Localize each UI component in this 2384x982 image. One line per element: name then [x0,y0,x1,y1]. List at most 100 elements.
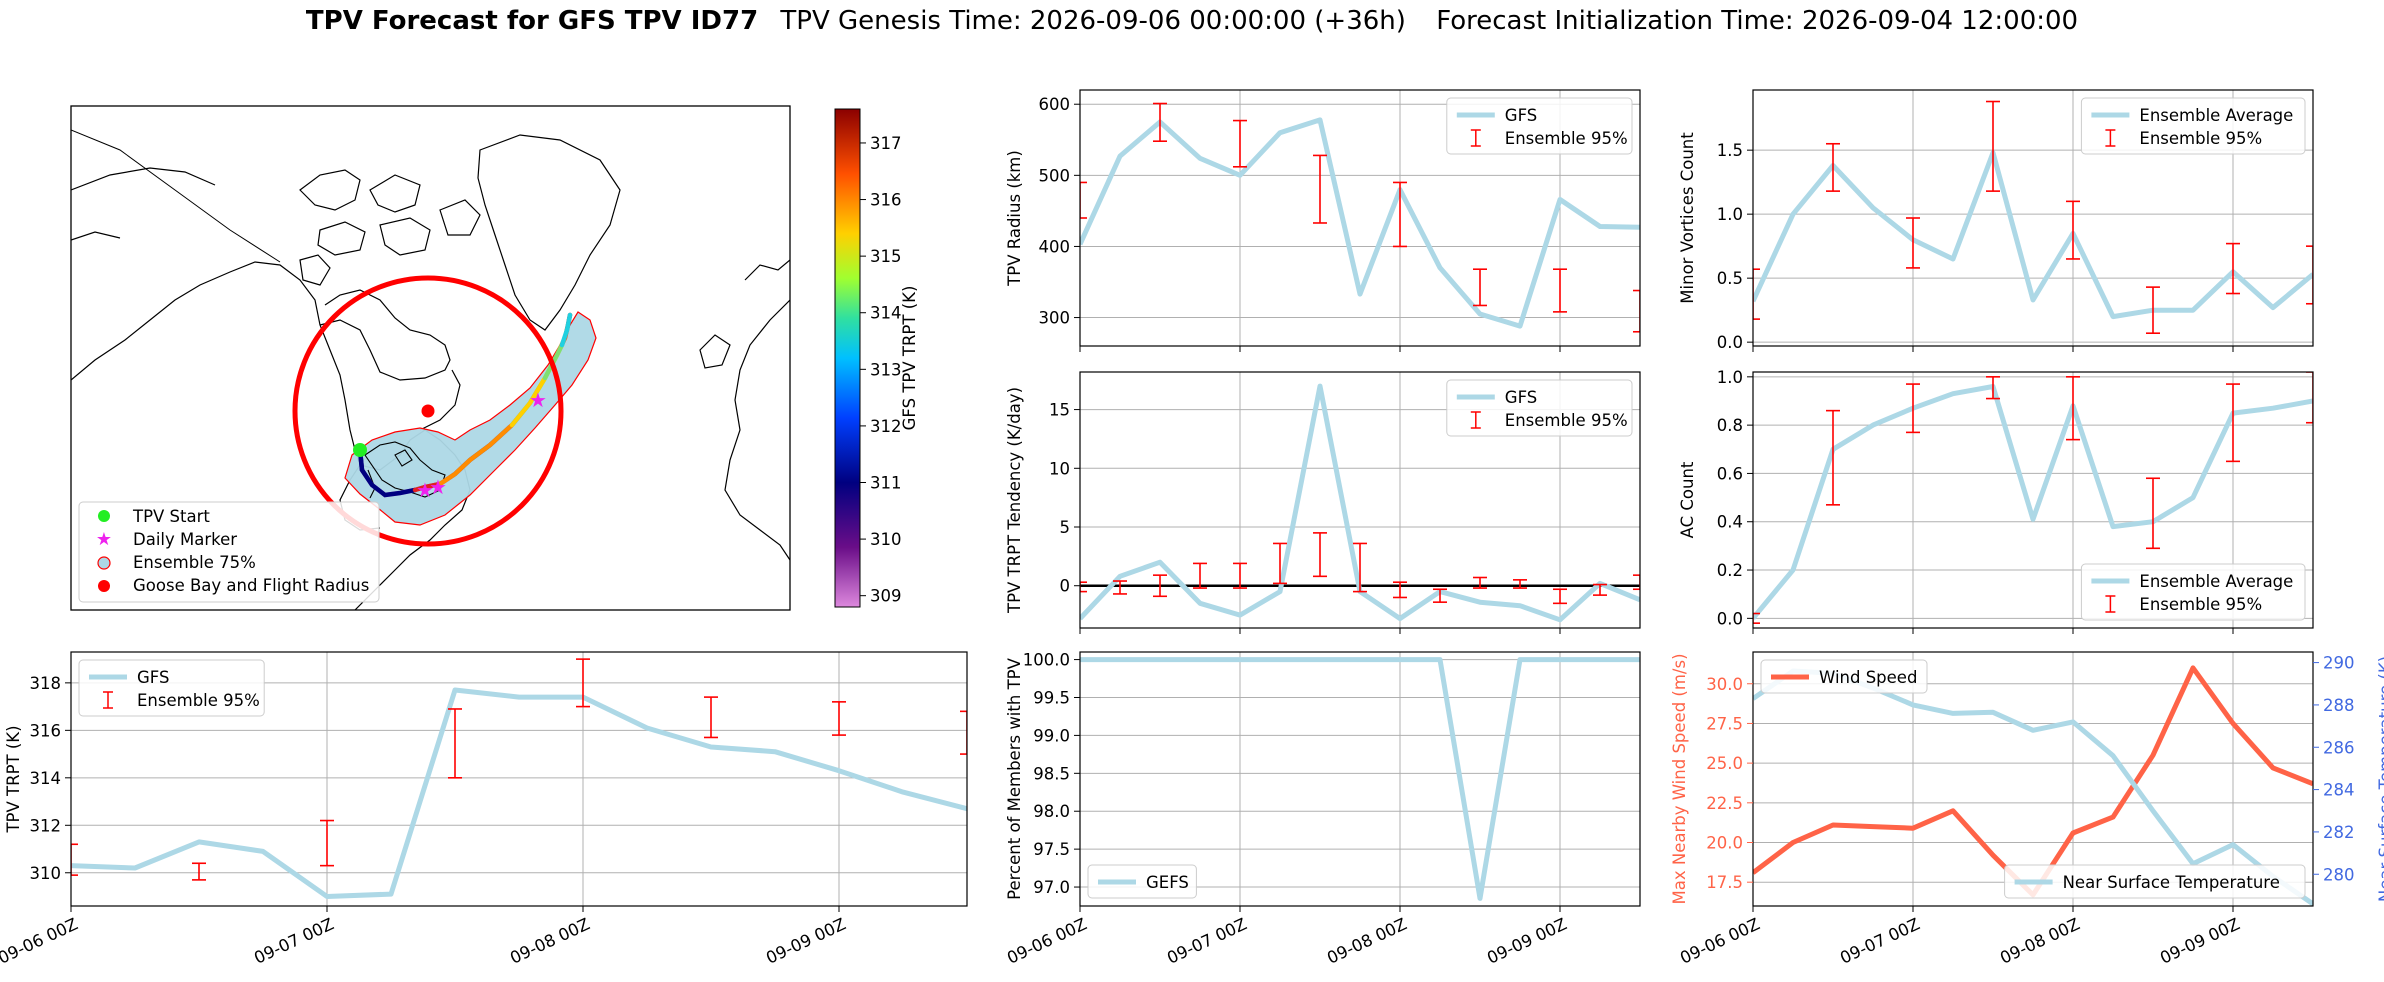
legend-label: GFS [137,668,169,687]
errorbar [1273,542,1287,585]
colorbar-tick-label: 314 [870,304,902,323]
coastline-europe [699,259,790,561]
errorbar [192,862,206,881]
y-tick-label: 100.0 [1023,651,1070,670]
colorbar-tick-label: 310 [870,530,902,549]
y-tick-label: 0.4 [1717,513,1743,532]
errorbar [71,843,78,876]
y-tick-label: 25.0 [1706,754,1743,773]
y-tick-label: 98.5 [1033,764,1070,783]
boundary-line [71,129,281,263]
legend-label: Near Surface Temperature [2063,873,2280,892]
errorbar [1513,579,1527,589]
y-tick-label: 20.0 [1706,834,1743,853]
y2-tick-label: 290 [2323,654,2355,673]
y-tick-label: 0.2 [1717,561,1743,580]
y-axis-label: Max Nearby Wind Speed (m/s) [1670,653,1689,904]
x-tick-label: 09-08 00Z [1324,914,1410,967]
chart-legend: GFS Ensemble 95% [1446,97,1633,155]
series-line [1753,384,2313,620]
legend-tpv-start: TPV Start [132,507,210,526]
legend-box [1087,864,1197,899]
y2-tick-label: 288 [2323,696,2355,715]
y2-axis-label: Near Surface Temperature (K) [2376,656,2384,902]
errorbar [1906,383,1920,434]
legend-ensemble-75: Ensemble 75% [133,553,256,572]
y-tick-label: 0.5 [1717,269,1743,288]
chart-radius: 300 400 500 600 TPV Radius (km) GFS Ensemble 9… [1005,89,1641,352]
plot-area [1080,102,1640,333]
axes-frame [1752,371,2314,629]
x-tick-label: 09-08 00Z [1997,914,2083,967]
y-tick-label: 10 [1049,459,1070,478]
init-time: Forecast Initialization Time: 2026-09-04… [1436,6,2079,36]
y-tick-label: 600 [1039,95,1071,114]
errorbar [1080,581,1087,593]
x-tick-label: 09-06 00Z [0,914,81,967]
daily-marker: ★ [416,478,434,502]
y-tick-label: 0 [1060,577,1071,596]
tpv-track-segment-green [542,342,565,381]
errorbar [2226,383,2240,463]
y-tick-label: 314 [30,769,62,788]
y2-tick-label: 284 [2323,781,2355,800]
errorbar [1393,181,1407,248]
y-tick-label: 97.5 [1033,840,1070,859]
legend-label: Ensemble 95% [2139,595,2262,614]
errorbar [1826,409,1840,506]
plot-area [1753,100,2313,335]
y-tick-label: 15 [1049,401,1070,420]
colorbar-gradient [834,108,861,608]
x-tick-label: 09-06 00Z [1004,914,1090,967]
y-tick-label: 0.0 [1717,333,1743,352]
legend-box [2080,97,2306,155]
errorbar [1233,562,1247,589]
chart-trpt: 310 312 314 316 318 09-06 00Z 09-07 00Z 09-08 0… [0,651,968,968]
axes-frame [1079,651,1641,907]
coastline-hudson [319,289,451,381]
chart-ac: 0.0 0.2 0.4 0.6 0.8 1.0 AC Count Ensemble Avera… [1678,368,2314,634]
tpv-track-segment-orange [437,422,515,487]
legend-tpv-start-icon [98,510,110,522]
series-line [1080,117,1640,329]
errorbar [2146,477,2160,550]
errorbar [1553,588,1567,605]
y-axis-label: TPV TRPT Tendency (K/day) [1005,387,1024,614]
errorbar [1906,217,1920,269]
figure-title-main: TPV Forecast for GFS TPV ID77 [305,6,759,36]
legend-label: GFS [1505,388,1537,407]
y2-tick-label: 286 [2323,738,2355,757]
chart-legend: Ensemble Average Ensemble 95% [2080,97,2306,155]
y-tick-label: 22.5 [1706,794,1743,813]
tpv-track-segment-dark [357,447,418,498]
coastline-arctic-islands [299,169,481,286]
y-tick-label: 0.6 [1717,464,1743,483]
genesis-time: TPV Genesis Time: 2026-09-06 00:00:00 (+… [780,6,1406,36]
colorbar-tick-label: 315 [870,247,902,266]
errorbar [2066,200,2080,260]
chart-legend: GEFS [1087,864,1197,899]
errorbar [2226,242,2240,295]
y2-tick-label: 280 [2323,865,2355,884]
errorbar [2306,245,2313,305]
y-tick-label: 312 [30,816,62,835]
x-tick-label: 09-09 00Z [1484,914,1570,967]
chart-legend: Ensemble Average Ensemble 95% [2080,563,2306,621]
daily-marker: ★ [429,475,447,499]
y-tick-label: 0.0 [1717,609,1743,628]
goose-bay-marker [421,404,435,418]
x-tick-label: 09-09 00Z [763,914,849,967]
legend-label: Wind Speed [1819,668,1917,687]
legend-label: Ensemble 95% [1505,411,1628,430]
colorbar-tick-label: 311 [870,474,902,493]
colorbar-tick-label: 312 [870,417,902,436]
colorbar-tick-label: 313 [870,360,902,379]
y-tick-label: 1.0 [1717,205,1743,224]
series-line [1753,665,2313,898]
legend-ensemble-icon [97,556,111,570]
colorbar-tick-label: 317 [870,134,902,153]
chart-members: 97.0 97.5 98.0 98.5 99.0 99.5 100.0 09-06 00Z 09… [1004,651,1641,968]
errorbar [1433,588,1447,603]
errorbar [704,696,718,739]
legend-daily-marker: Daily Marker [133,530,237,549]
